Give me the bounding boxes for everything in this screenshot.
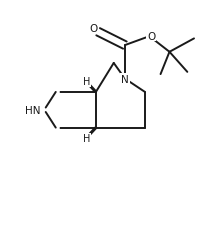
Text: H: H (83, 77, 91, 87)
Text: N: N (121, 74, 129, 84)
Text: HN: HN (25, 105, 40, 115)
Text: H: H (83, 134, 91, 144)
Text: O: O (90, 24, 98, 34)
Text: O: O (147, 31, 155, 41)
